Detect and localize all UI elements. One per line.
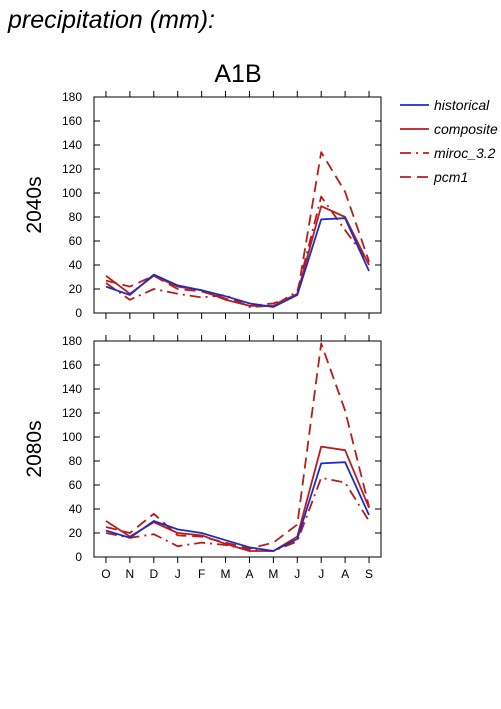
- x-tick-label: O: [101, 567, 110, 581]
- y-tick-label: 0: [75, 306, 82, 320]
- y-tick-label: 180: [62, 334, 82, 348]
- series-line-historical: [105, 217, 370, 308]
- x-tick-label: M: [268, 567, 278, 581]
- y-tick-label: 20: [69, 526, 83, 540]
- x-tick-label: F: [198, 567, 205, 581]
- y-tick-label: 60: [69, 478, 83, 492]
- y-tick-label: 100: [62, 186, 82, 200]
- x-tick-label: D: [149, 567, 158, 581]
- series-line-pcm1: [105, 151, 370, 307]
- legend-label: composite: [434, 121, 498, 137]
- page-title: precipitation (mm):: [8, 6, 215, 34]
- series-line-historical: [105, 461, 370, 552]
- legend-label: historical: [434, 97, 490, 113]
- chart-legend: historical composite miroc_3.2 pcm1: [400, 97, 498, 185]
- y-tick-label: 160: [62, 358, 82, 372]
- y-tick-label: 40: [69, 258, 83, 272]
- y-tick-label: 140: [62, 138, 82, 152]
- series-line-composite: [105, 205, 370, 307]
- y-tick-label: 140: [62, 382, 82, 396]
- x-tick-label: N: [126, 567, 135, 581]
- y-tick-label: 60: [69, 234, 83, 248]
- y-axis-title: 2040s: [23, 176, 46, 233]
- y-tick-label: 20: [69, 282, 83, 296]
- y-axis-title: 2080s: [23, 420, 46, 477]
- chart-panel-2040s: 0 20 40 60 80 100 120 140 160 180 2040s: [23, 90, 382, 320]
- series-line-miroc-3-2: [105, 195, 370, 308]
- x-tick-label: A: [245, 567, 253, 581]
- y-tick-label: 80: [69, 210, 83, 224]
- x-tick-label: J: [175, 567, 181, 581]
- series-line-pcm1: [105, 342, 370, 550]
- x-tick-label: J: [294, 567, 300, 581]
- y-tick-label: 40: [69, 502, 83, 516]
- plot-frame: [93, 96, 382, 314]
- y-tick-label: 100: [62, 430, 82, 444]
- x-tick-label: M: [221, 567, 231, 581]
- plot-frame: [93, 340, 382, 558]
- scenario-title: A1B: [214, 60, 261, 88]
- y-tick-label: 180: [62, 90, 82, 104]
- x-tick-label: A: [341, 567, 349, 581]
- y-tick-label: 160: [62, 114, 82, 128]
- legend-label: pcm1: [433, 169, 468, 185]
- y-tick-label: 120: [62, 406, 82, 420]
- x-tick-label: S: [365, 567, 373, 581]
- y-tick-label: 120: [62, 162, 82, 176]
- legend-label: miroc_3.2: [434, 145, 496, 161]
- series-line-miroc-3-2: [105, 476, 370, 552]
- x-tick-label: J: [318, 567, 324, 581]
- y-tick-label: 0: [75, 550, 82, 564]
- y-tick-label: 80: [69, 454, 83, 468]
